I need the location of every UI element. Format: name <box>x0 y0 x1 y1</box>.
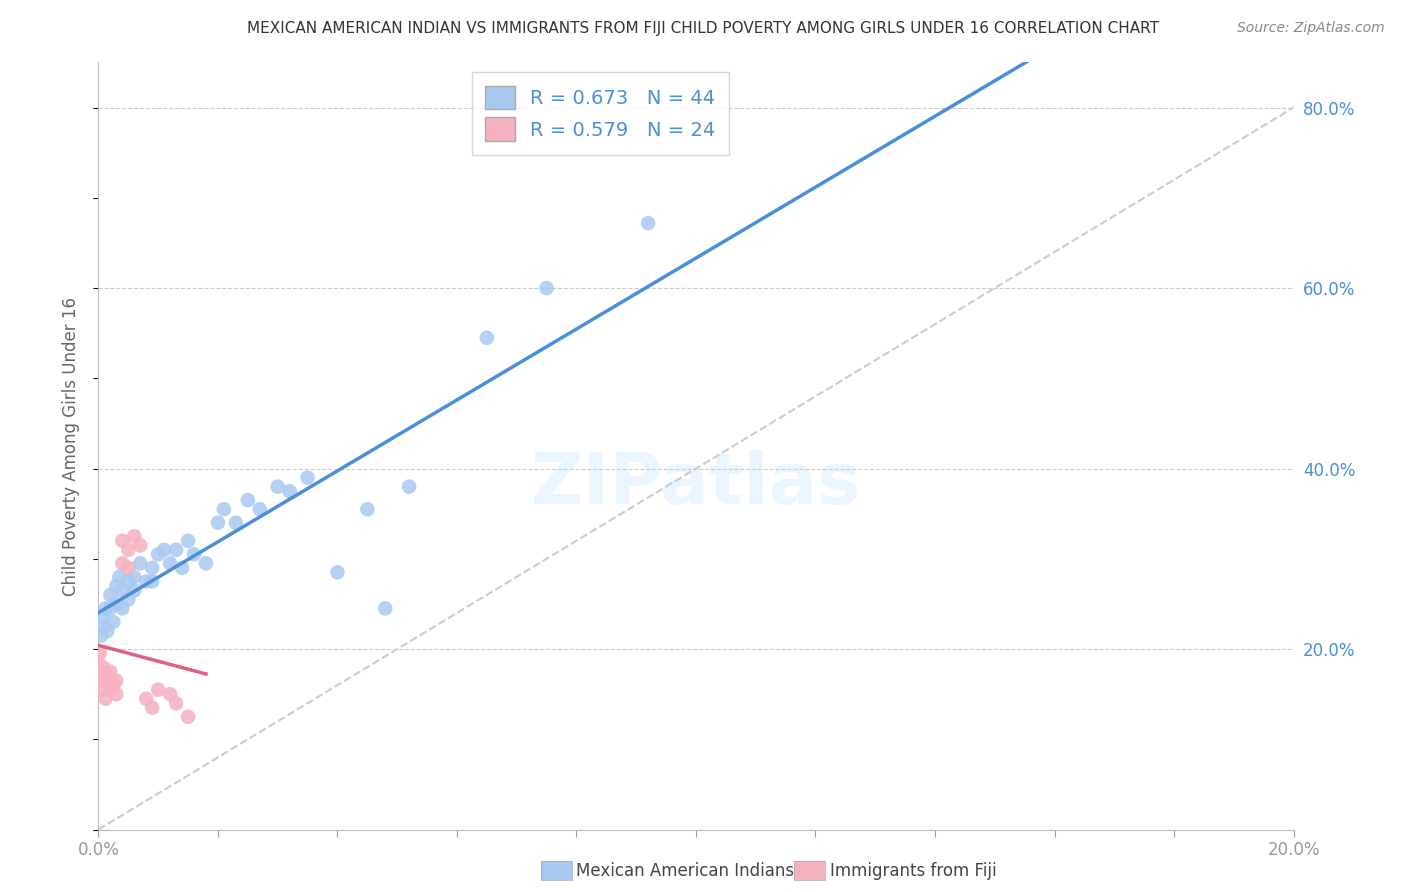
Point <box>326 566 349 580</box>
Point <box>141 700 163 714</box>
Point <box>98 665 122 679</box>
Point <box>105 579 128 593</box>
Point <box>249 502 271 516</box>
Point <box>159 557 181 571</box>
Point <box>177 533 200 548</box>
Point <box>159 687 181 701</box>
Point <box>297 470 319 484</box>
Point <box>267 480 290 494</box>
Point <box>195 557 218 571</box>
Point <box>105 673 128 688</box>
Point <box>89 647 111 661</box>
Point <box>207 516 229 530</box>
Text: Immigrants from Fiji: Immigrants from Fiji <box>830 862 997 880</box>
Point <box>90 628 112 642</box>
Point <box>108 570 131 584</box>
Point <box>374 601 396 615</box>
Point <box>236 493 259 508</box>
Point <box>103 615 125 629</box>
Point <box>172 561 194 575</box>
Point <box>225 516 247 530</box>
Point <box>111 533 134 548</box>
Point <box>475 331 498 345</box>
Point <box>148 547 170 561</box>
Point <box>96 669 118 683</box>
Point <box>94 691 117 706</box>
Point <box>141 561 163 575</box>
Point <box>103 678 125 692</box>
Point <box>398 480 420 494</box>
Point <box>93 673 115 688</box>
Point <box>135 574 157 589</box>
Point <box>111 601 134 615</box>
Y-axis label: Child Poverty Among Girls Under 16: Child Poverty Among Girls Under 16 <box>62 296 80 596</box>
Text: Mexican American Indians: Mexican American Indians <box>576 862 794 880</box>
Point <box>94 601 117 615</box>
Point <box>141 574 163 589</box>
Point <box>105 687 128 701</box>
Point <box>117 592 139 607</box>
Point <box>536 281 558 295</box>
Point <box>124 529 146 543</box>
Point <box>124 583 146 598</box>
Point <box>93 619 115 633</box>
Point <box>177 710 200 724</box>
Point <box>96 624 118 638</box>
Point <box>91 610 114 624</box>
Point <box>165 696 187 710</box>
Point <box>356 502 378 516</box>
Point <box>90 665 112 679</box>
Point <box>111 557 134 571</box>
Point <box>105 597 128 611</box>
Point <box>91 682 114 697</box>
Point <box>637 216 659 230</box>
Point <box>117 561 139 575</box>
Point <box>91 660 114 674</box>
Point <box>124 570 146 584</box>
Point <box>129 538 152 552</box>
Point <box>98 588 122 602</box>
Point <box>117 574 139 589</box>
Text: Source: ZipAtlas.com: Source: ZipAtlas.com <box>1237 21 1385 36</box>
Text: MEXICAN AMERICAN INDIAN VS IMMIGRANTS FROM FIJI CHILD POVERTY AMONG GIRLS UNDER : MEXICAN AMERICAN INDIAN VS IMMIGRANTS FR… <box>247 21 1159 37</box>
Point <box>98 682 122 697</box>
Text: ZIPatlas: ZIPatlas <box>531 450 860 519</box>
Point <box>129 557 152 571</box>
Point <box>183 547 205 561</box>
Point <box>98 601 122 615</box>
Point <box>153 542 176 557</box>
Point <box>148 682 170 697</box>
Legend: R = 0.673   N = 44, R = 0.579   N = 24: R = 0.673 N = 44, R = 0.579 N = 24 <box>472 72 728 154</box>
Point <box>165 542 187 557</box>
Point <box>111 583 134 598</box>
Point <box>135 691 157 706</box>
Point <box>278 484 301 499</box>
Point <box>212 502 235 516</box>
Point <box>117 542 139 557</box>
